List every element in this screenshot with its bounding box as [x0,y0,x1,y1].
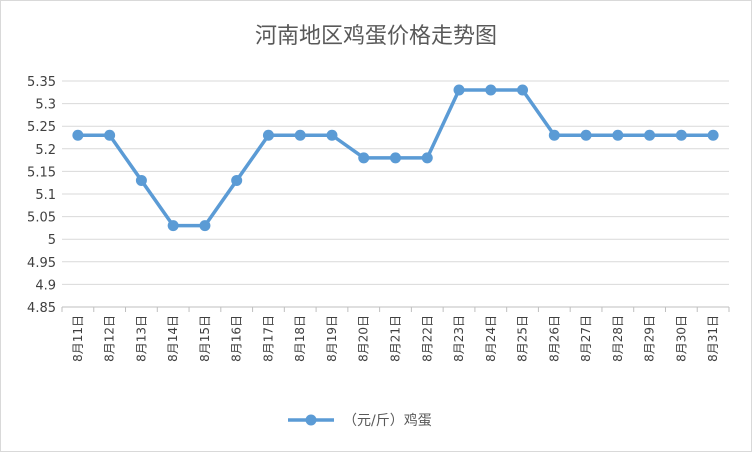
data-point [421,152,433,164]
x-tick-label: 8月31日 [706,315,720,362]
y-tick-label: 4.85 [27,301,56,316]
y-tick-label: 5 [48,233,56,248]
x-tick-label: 8月27日 [579,315,593,362]
x-tick-label: 8月25日 [516,315,530,362]
x-tick-label: 8月13日 [134,315,148,362]
y-tick-label: 5.15 [27,165,56,180]
y-tick-label: 4.95 [27,256,56,271]
y-tick-label: 5.2 [35,143,56,158]
legend: （元/斤）鸡蛋 [288,412,432,429]
data-point [167,220,179,232]
y-tick-label: 5.3 [35,98,56,113]
legend-label: （元/斤）鸡蛋 [343,412,432,429]
data-point [485,84,497,96]
data-point [548,129,560,141]
data-point [612,129,624,141]
gridlines [62,80,729,308]
data-point [72,129,84,141]
data-point [580,129,592,141]
x-tick-label: 8月17日 [261,315,275,362]
y-tick-label: 5.1 [35,188,56,203]
x-tick-label: 8月16日 [230,315,244,362]
data-point [517,84,529,96]
data-point [390,152,401,164]
x-tick-label: 8月30日 [674,315,688,362]
x-tick-label: 8月20日 [357,315,371,362]
x-tick-label: 8月26日 [547,315,561,362]
x-tick-label: 8月12日 [103,315,117,362]
data-point [675,129,687,141]
x-tick-label: 8月24日 [484,315,498,362]
y-tick-label: 5.25 [27,120,56,135]
data-point [135,174,147,186]
x-tick-label: 8月28日 [611,315,625,362]
x-tick-label: 8月22日 [420,315,434,362]
y-tick-label: 5.35 [27,75,56,90]
data-point [104,129,116,141]
legend-marker [305,414,317,426]
series-layer [72,84,719,232]
x-tick-label: 8月21日 [389,315,403,362]
data-point [453,84,465,96]
data-point [326,129,338,141]
y-axis: 4.85 4.9 4.95 5 5.05 5.1 5.15 5.2 5.25 5.3 5.35 [27,75,56,316]
x-tick-label: 8月23日 [452,315,466,362]
x-tick-label: 8月14日 [166,315,180,362]
x-tick-label: 8月15日 [198,315,212,362]
y-tick-label: 4.9 [35,278,56,293]
y-tick-label: 5.05 [27,211,56,226]
x-tick-label: 8月29日 [643,315,657,362]
chart-title: 河南地区鸡蛋价格走势图 [255,24,497,49]
data-point [707,129,719,141]
data-point [644,129,656,141]
data-point [358,152,370,164]
data-point [199,220,211,232]
x-tick-label: 8月19日 [325,315,339,362]
data-point [262,129,274,141]
x-axis: 8月11日 8月12日 8月13日 8月14日 8月15日 8月16日 8月17日 8月18日… [61,306,730,362]
x-tick-label: 8月11日 [71,315,85,362]
data-point [294,129,306,141]
x-tick-label: 8月18日 [293,315,307,362]
data-point [231,174,243,186]
